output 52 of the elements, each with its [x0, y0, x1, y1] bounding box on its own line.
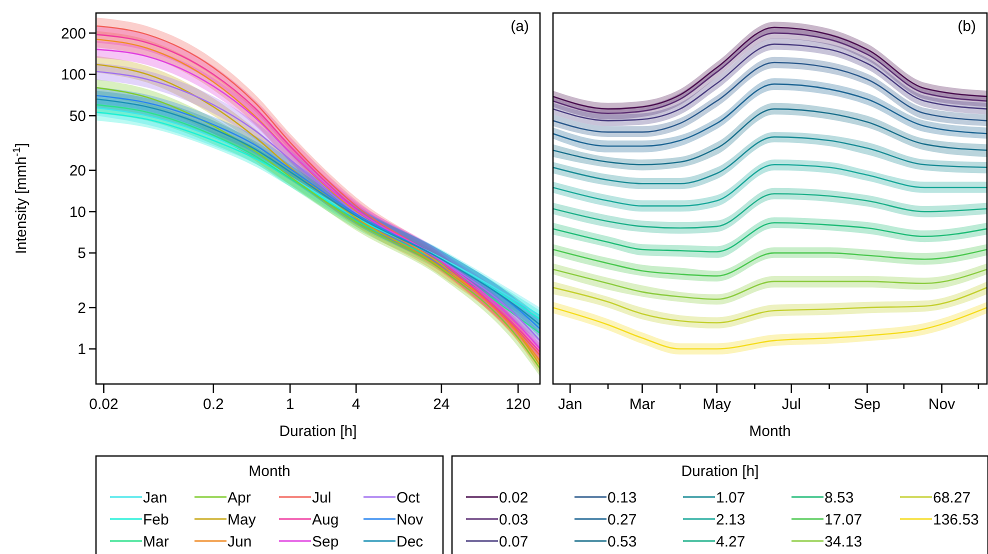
x-axis-title: Month: [749, 423, 791, 440]
legend-label: 17.07: [824, 511, 862, 528]
x-tick-label: Mar: [629, 396, 656, 413]
y-tick-label: 1: [78, 341, 86, 358]
y-tick-label: 5: [78, 245, 86, 262]
legend-label: Mar: [143, 533, 169, 550]
legend-label: 0.02: [499, 489, 528, 506]
legend-label: 68.27: [933, 489, 971, 506]
legend-label: Nov: [396, 511, 424, 528]
x-tick-label: Nov: [928, 396, 956, 413]
legend-label: Aug: [312, 511, 339, 528]
legend-label: Dec: [396, 533, 424, 550]
y-tick-label: 20: [69, 162, 86, 180]
x-tick-label: 120: [506, 396, 531, 413]
y-tick-label: 50: [69, 108, 86, 125]
legend-label: 0.27: [608, 511, 637, 528]
legend-label: 4.27: [716, 533, 746, 550]
y-tick-label: 100: [60, 66, 86, 84]
annotation: (a): [510, 18, 529, 35]
x-tick-label: 4: [352, 396, 360, 413]
x-axis-title: Duration [h]: [279, 423, 357, 440]
legend-title: Duration [h]: [681, 463, 759, 480]
x-tick-label: 0.2: [202, 396, 224, 413]
y-tick-label: 200: [60, 25, 86, 42]
legend-label: 0.13: [608, 489, 637, 506]
legend-label: Sep: [312, 533, 339, 550]
legend-label: Jul: [312, 489, 332, 506]
x-tick-label: Jan: [558, 396, 582, 413]
legend-label: 1.07: [716, 489, 746, 506]
legend-label: 0.07: [499, 533, 528, 550]
annotation: (b): [958, 18, 976, 35]
legend-label: Oct: [396, 489, 421, 506]
y-tick-label: 2: [78, 300, 86, 317]
y-tick-label: 10: [69, 204, 86, 221]
legend-label: Jun: [228, 533, 252, 550]
legend-label: Feb: [143, 511, 169, 528]
x-tick-label: 1: [286, 396, 294, 413]
legend-label: 0.03: [499, 511, 528, 528]
legend-label: Apr: [228, 489, 251, 506]
x-tick-label: Sep: [854, 396, 881, 413]
legend-label: Jan: [143, 489, 168, 506]
x-tick-label: May: [702, 396, 732, 413]
legend-label: 8.53: [824, 489, 854, 506]
x-tick-label: 0.02: [89, 396, 118, 413]
legend-title: Month: [248, 463, 290, 480]
x-tick-label: Jul: [782, 396, 801, 413]
legend-label: 136.53: [933, 511, 979, 528]
legend-label: 2.13: [716, 511, 746, 528]
legend-label: 0.53: [608, 533, 637, 550]
legend-label: May: [228, 511, 256, 528]
x-tick-label: 24: [433, 396, 450, 413]
legend-label: 34.13: [824, 533, 862, 550]
